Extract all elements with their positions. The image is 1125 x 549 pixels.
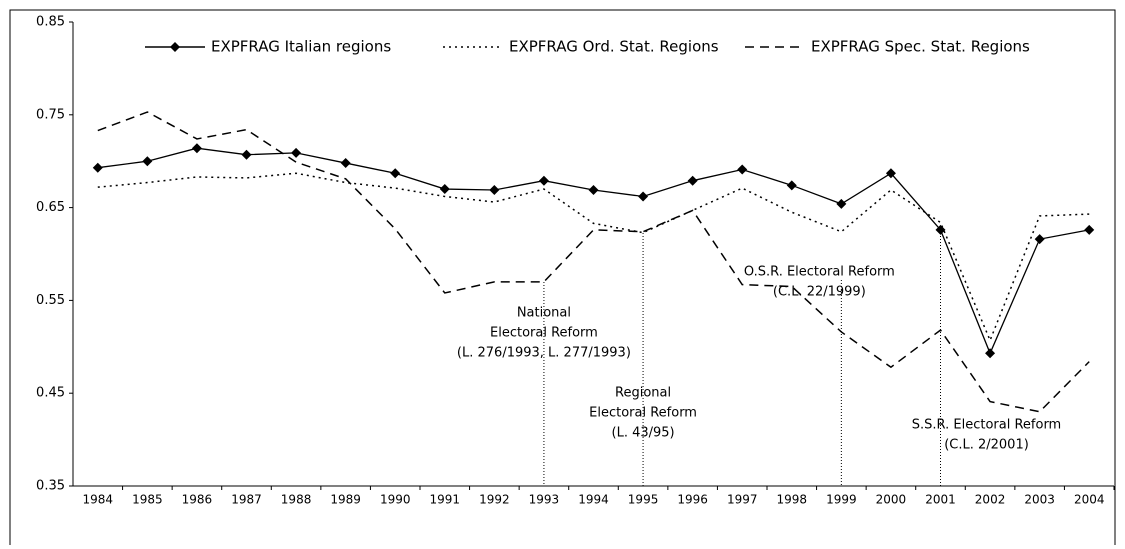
annotation-text: O.S.R. Electoral Reform <box>744 265 895 280</box>
point-marker <box>687 175 698 186</box>
series-line <box>97 111 1090 413</box>
x-tick-label: 1991 <box>430 493 461 507</box>
series-line <box>97 172 1090 343</box>
x-tick-label: 1999 <box>826 493 857 507</box>
x-tick-label: 1995 <box>628 493 659 507</box>
x-tick-label: 1992 <box>479 493 510 507</box>
y-tick-label: 0.65 <box>36 200 65 215</box>
annotation-text: Electoral Reform <box>490 326 598 341</box>
y-tick-label: 0.45 <box>36 386 65 401</box>
point-marker <box>985 348 996 359</box>
x-tick-label: 1986 <box>182 493 213 507</box>
point-marker <box>241 149 252 160</box>
point-marker <box>737 164 748 175</box>
point-marker <box>489 184 500 195</box>
y-tick-label: 0.35 <box>36 479 65 494</box>
point-marker <box>588 184 599 195</box>
chart-frame <box>9 9 1116 549</box>
point-marker <box>439 184 450 195</box>
annotation-text: (L. 276/1993, L. 277/1993) <box>457 346 631 361</box>
x-tick-label: 1985 <box>132 493 163 507</box>
annotation-text: (C.L. 22/1999) <box>773 285 866 300</box>
x-tick-label: 1989 <box>330 493 361 507</box>
point-marker <box>638 191 649 202</box>
x-tick-label: 1993 <box>529 493 560 507</box>
y-tick-label: 0.85 <box>36 15 65 30</box>
annotation-text: (C.L. 2/2001) <box>944 438 1029 453</box>
legend-label: EXPFRAG Ord. Stat. Regions <box>509 38 719 56</box>
x-tick-label: 2002 <box>975 493 1006 507</box>
x-tick-label: 2003 <box>1024 493 1055 507</box>
annotation-text: (L. 43/95) <box>612 426 675 441</box>
annotation-text: Regional <box>615 386 671 401</box>
annotation-text: National <box>517 306 571 321</box>
point-marker <box>538 175 549 186</box>
x-tick-label: 1994 <box>578 493 609 507</box>
legend-label: EXPFRAG Spec. Stat. Regions <box>811 38 1030 56</box>
point-marker <box>340 158 351 169</box>
point-marker <box>390 168 401 179</box>
y-tick-label: 0.55 <box>36 293 65 308</box>
annotation-text: S.S.R. Electoral Reform <box>912 418 1061 433</box>
x-tick-label: 1987 <box>231 493 262 507</box>
point-marker <box>836 198 847 209</box>
point-marker <box>191 143 202 154</box>
x-tick-label: 1984 <box>83 493 114 507</box>
x-tick-label: 1998 <box>777 493 808 507</box>
x-tick-label: 2004 <box>1074 493 1105 507</box>
x-tick-label: 1997 <box>727 493 758 507</box>
point-marker <box>885 168 896 179</box>
x-tick-label: 1988 <box>281 493 312 507</box>
annotation-text: Electoral Reform <box>589 406 697 421</box>
point-marker <box>291 147 302 158</box>
legend-marker <box>170 42 180 52</box>
y-tick-label: 0.75 <box>36 107 65 122</box>
point-marker <box>935 224 946 235</box>
point-marker <box>1034 234 1045 245</box>
x-tick-label: 1990 <box>380 493 411 507</box>
point-marker <box>1084 224 1095 235</box>
legend-label: EXPFRAG Italian regions <box>211 38 391 56</box>
x-tick-label: 1996 <box>677 493 708 507</box>
point-marker <box>786 180 797 191</box>
point-marker <box>92 162 103 173</box>
point-marker <box>142 156 153 167</box>
x-tick-label: 2001 <box>925 493 956 507</box>
x-tick-label: 2000 <box>876 493 907 507</box>
